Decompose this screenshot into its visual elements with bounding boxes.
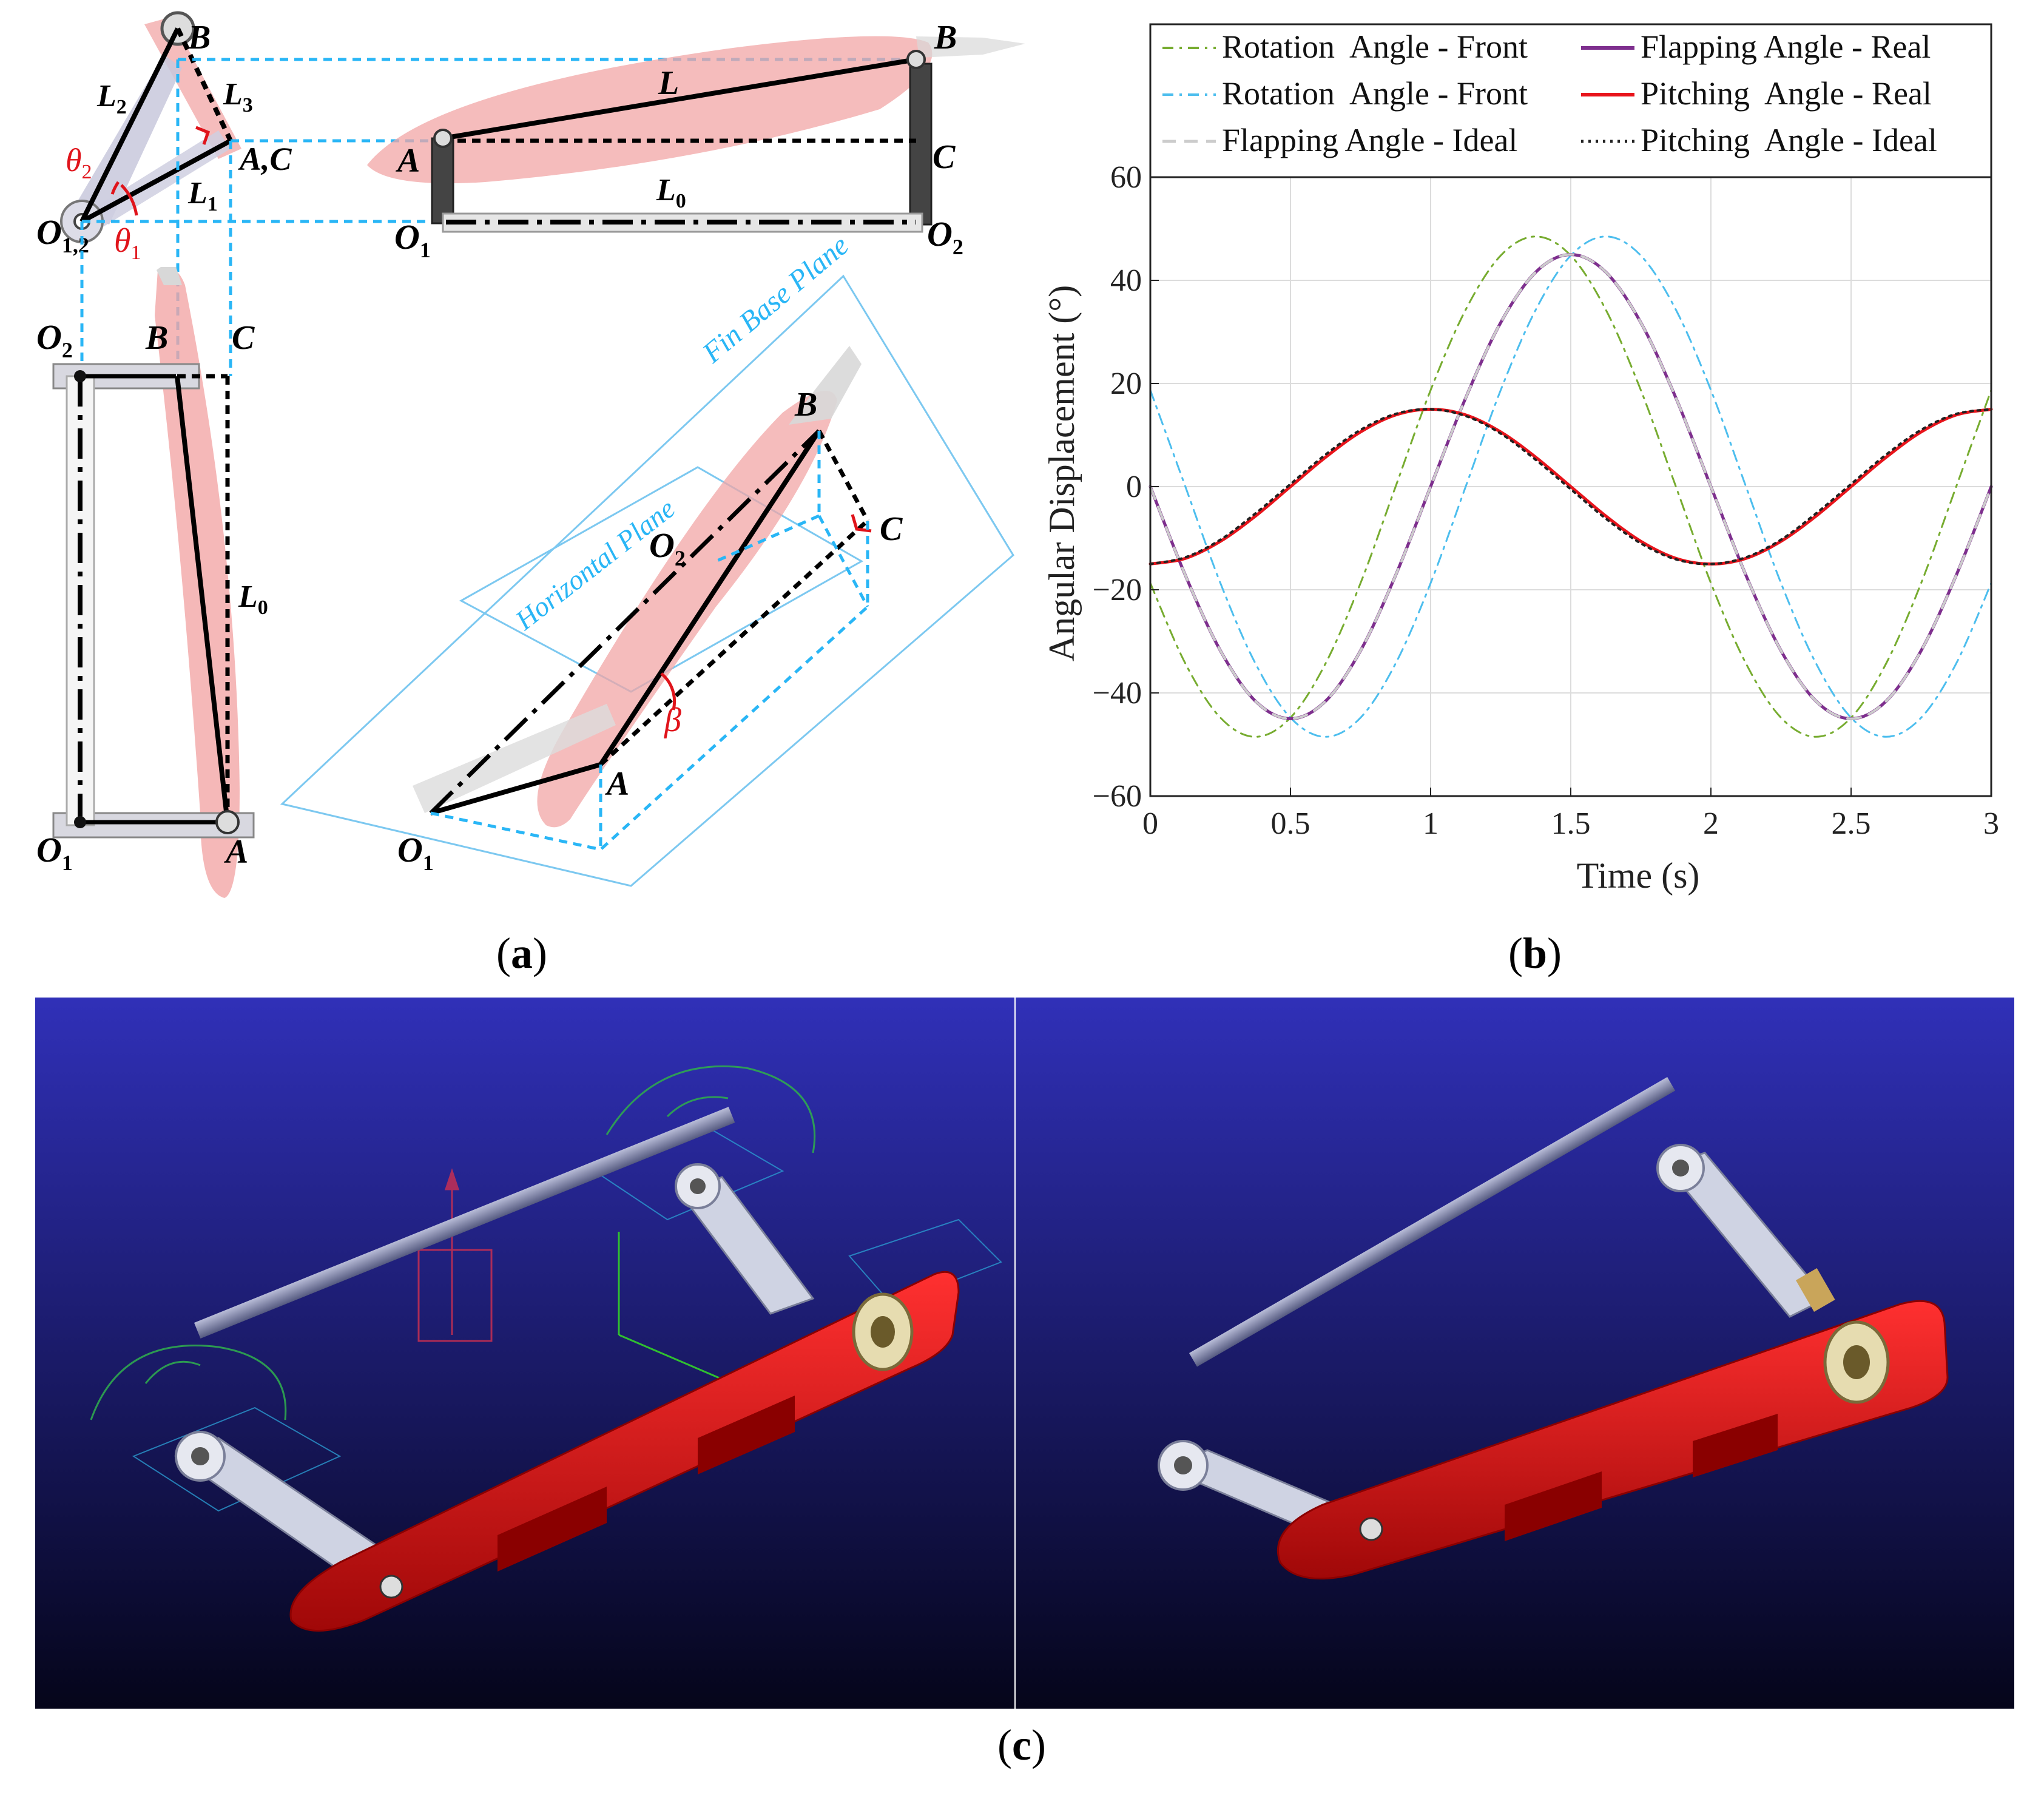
x-tick-label: 2.5 <box>1832 806 1871 841</box>
chart-legend: Rotation Angle - Front Rotation Angle - F… <box>1150 29 1991 178</box>
label-theta1: θ1 <box>114 222 141 264</box>
label-b-front: B <box>145 319 168 357</box>
label-l-top: L <box>658 64 679 102</box>
series-line <box>1148 407 1993 566</box>
front-view: O2 B C L0 O1 A <box>36 267 268 899</box>
fin-left <box>289 1271 960 1632</box>
label-a-top: A <box>396 142 420 180</box>
legend-label: Pitching Angle - Ideal <box>1641 122 1937 158</box>
legend-label: Flapping Angle - Real <box>1641 29 1931 65</box>
y-tick-label: 60 <box>1110 160 1142 195</box>
series-line <box>1149 235 1992 738</box>
render-right-clean <box>1016 998 2014 1709</box>
top-view: B L A C L0 O1 O2 <box>367 19 1025 262</box>
series-line <box>1149 235 1992 738</box>
connecting-rod-left <box>194 1107 735 1339</box>
label-b-side: B <box>187 19 211 56</box>
label-theta2: θ2 <box>66 142 92 183</box>
label-l2: L2 <box>96 79 127 118</box>
label-l0-front: L0 <box>238 579 268 619</box>
label-b-iso: B <box>794 386 817 424</box>
label-c-top: C <box>933 138 956 176</box>
caption-c: (c) <box>997 1721 1046 1769</box>
label-o1-top: O1 <box>394 217 431 262</box>
caption-b: (b) <box>1508 929 1562 978</box>
series-line <box>1149 253 1992 720</box>
label-a-iso: A <box>605 765 629 803</box>
label-o1-front: O1 <box>36 830 73 875</box>
isometric-view: Fin Base Plane Horizontal Plane B C O2 β… <box>280 229 1014 887</box>
y-tick-label: −20 <box>1093 573 1142 607</box>
y-axis-label: Angular Displacement (°) <box>1042 285 1082 661</box>
y-tick-label: 0 <box>1126 470 1142 504</box>
y-tick-label: 40 <box>1110 263 1142 298</box>
caption-a: (a) <box>496 929 547 978</box>
chart-series <box>1148 235 1993 738</box>
label-l0-top: L0 <box>656 173 686 212</box>
fin-right-windows <box>1505 1414 1778 1541</box>
legend-label: Rotation Angle - Front <box>1222 75 1528 112</box>
x-tick-label: 3 <box>1983 806 1999 841</box>
label-o2-top: O2 <box>927 214 963 259</box>
inertia-frame <box>417 1168 493 1342</box>
legend-label: Flapping Angle - Ideal <box>1222 122 1517 158</box>
label-o12: O1,2 <box>36 212 89 257</box>
chart-ticks: 0 0.5 1 1.5 2 2.5 3 −60 −40 −20 0 20 40 60 <box>1093 160 1999 841</box>
side-view: B L2 L3 A,C θ2 L1 O1,2 θ1 <box>36 11 292 264</box>
label-beta: β <box>664 701 681 739</box>
x-tick-label: 0 <box>1142 806 1158 841</box>
label-c-iso: C <box>880 510 903 548</box>
x-axis-label: Time (s) <box>1577 856 1700 896</box>
x-tick-label: 1 <box>1423 806 1439 841</box>
legend-label: Pitching Angle - Real <box>1641 75 1932 112</box>
render-left-with-joint-markers <box>35 998 1015 1709</box>
label-a-front: A <box>224 833 248 871</box>
label-o1-iso: O1 <box>397 830 434 875</box>
label-fin-base-plane: Fin Base Plane <box>696 229 855 370</box>
label-o2-iso: O2 <box>649 525 686 570</box>
fin-right <box>1277 1300 1949 1580</box>
label-c-front: C <box>232 319 255 357</box>
x-tick-label: 2 <box>1703 806 1719 841</box>
label-b-top: B <box>934 19 957 56</box>
panel-b-angle-chart: 0 0.5 1 1.5 2 2.5 3 −60 −40 −20 0 20 40 60 Rotation A… <box>1042 23 1999 978</box>
panel-a-mechanism-schematic: B L2 L3 A,C θ2 L1 O1,2 θ1 B L A C L0 O1 … <box>36 11 1025 978</box>
label-l3: L3 <box>223 77 253 116</box>
label-a-c: A,C <box>238 141 292 177</box>
x-tick-label: 0.5 <box>1271 806 1310 841</box>
y-tick-label: −60 <box>1093 779 1142 814</box>
fin-left-windows <box>498 1396 795 1572</box>
connecting-rod-right <box>1189 1077 1676 1367</box>
legend-label: Rotation Angle - Front <box>1222 29 1528 65</box>
panel-c-3d-renders: (c) <box>35 998 2014 1769</box>
label-l1: L1 <box>187 176 218 215</box>
joint-marker-arcs <box>90 1065 816 1420</box>
y-tick-label: 20 <box>1110 366 1142 401</box>
x-tick-label: 1.5 <box>1551 806 1591 841</box>
label-o2-front: O2 <box>36 317 73 362</box>
y-tick-label: −40 <box>1093 676 1142 711</box>
